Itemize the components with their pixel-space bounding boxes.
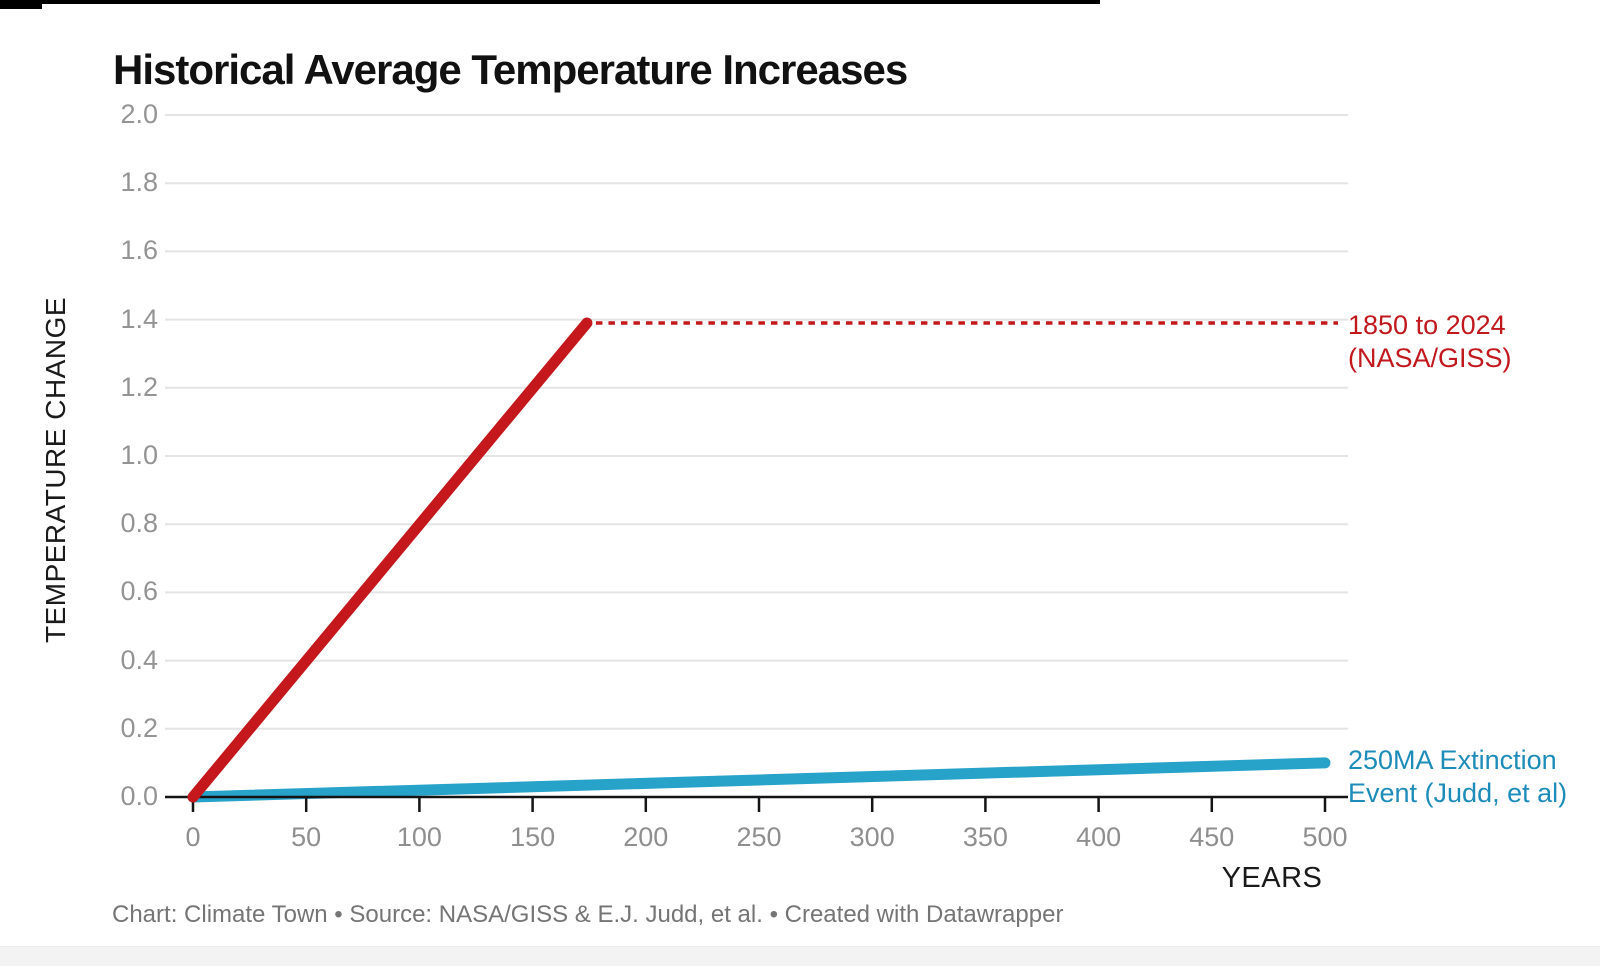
x-tick-label: 0 <box>185 822 201 852</box>
y-tick-label: 1.0 <box>120 440 158 470</box>
line-1850-2024 <box>187 317 593 803</box>
x-tick-label: 200 <box>623 822 669 852</box>
x-tick-label: 350 <box>962 822 1008 852</box>
chart-title: Historical Average Temperature Increases <box>113 46 908 94</box>
y-tick-label: 0.6 <box>120 576 158 607</box>
x-tick-label: 400 <box>1076 822 1122 852</box>
x-tick-label: 50 <box>291 822 322 852</box>
y-tick-label: 0.2 <box>120 712 158 743</box>
y-tick-label: 1.6 <box>120 235 158 266</box>
x-tick-label: 150 <box>510 822 556 852</box>
x-axis-title: YEARS <box>1221 862 1323 894</box>
x-tick-label: 300 <box>849 822 895 852</box>
annotation-red-line2: (NASA/GISS) <box>1348 343 1512 373</box>
x-tick-label: 450 <box>1189 822 1235 852</box>
y-tick-label: 2.0 <box>120 99 158 129</box>
y-tick-label: 1.4 <box>120 303 158 334</box>
annotation-blue-line2: Event (Judd, et al) <box>1348 778 1568 808</box>
y-tick-label: 1.8 <box>120 167 158 198</box>
y-tick-label: 0.0 <box>120 781 158 811</box>
x-tick-label: 100 <box>396 822 442 852</box>
bottom-gray-strip <box>0 946 1600 966</box>
y-axis-title: TEMPERATURE CHANGE <box>40 296 71 644</box>
top-black-corner <box>0 0 42 9</box>
chart-attribution: Chart: Climate Town • Source: NASA/GISS … <box>112 901 1064 928</box>
annotation-red-series: 1850 to 2024 (NASA/GISS) <box>1348 309 1512 375</box>
line-250ma-extinction <box>187 757 1331 803</box>
y-tick-label: 0.8 <box>120 508 158 539</box>
y-tick-label: 0.4 <box>120 644 158 675</box>
top-black-bar <box>0 0 1100 4</box>
x-tick-label: 250 <box>736 822 782 852</box>
x-tick-label: 500 <box>1302 822 1348 852</box>
annotation-blue-series: 250MA Extinction Event (Judd, et al) <box>1348 744 1567 810</box>
y-tick-label: 1.2 <box>120 371 158 402</box>
annotation-blue-line1: 250MA Extinction <box>1348 745 1557 775</box>
annotation-red-line1: 1850 to 2024 <box>1348 310 1506 340</box>
